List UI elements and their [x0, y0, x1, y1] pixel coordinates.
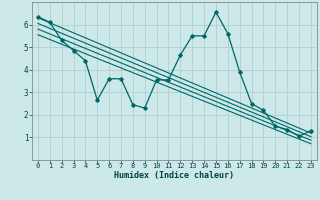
X-axis label: Humidex (Indice chaleur): Humidex (Indice chaleur) [115, 171, 234, 180]
